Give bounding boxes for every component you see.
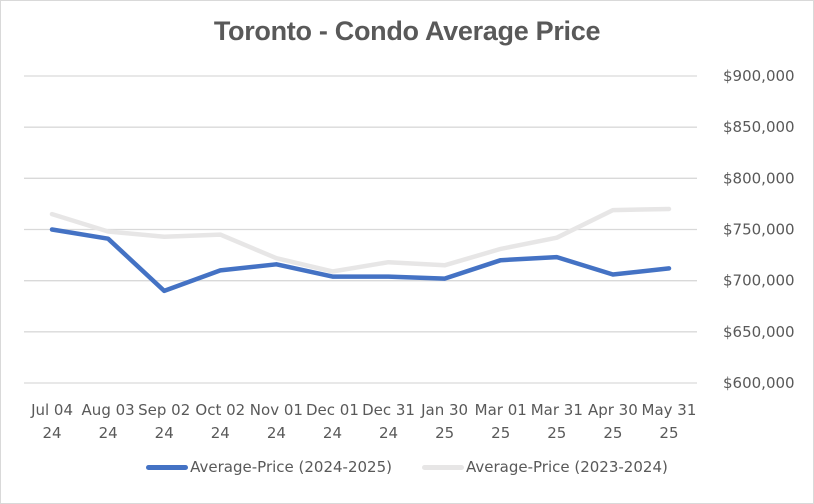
x-tick-label-year: 24 xyxy=(323,424,342,442)
y-tick-label: $700,000 xyxy=(723,272,795,290)
y-tick-label: $650,000 xyxy=(723,323,795,341)
x-tick-label-year: 24 xyxy=(211,424,230,442)
legend-item-2024-2025[interactable]: Average-Price (2024-2025) xyxy=(146,458,392,476)
x-tick-label-year: 25 xyxy=(603,424,622,442)
legend-swatch-2024-2025 xyxy=(146,464,189,470)
x-tick-label: Dec 01 xyxy=(306,401,359,419)
y-tick-label: $600,000 xyxy=(723,374,795,392)
x-tick-label-year: 25 xyxy=(659,424,678,442)
x-tick-label: Nov 01 xyxy=(250,401,303,419)
x-tick-label: Mar 31 xyxy=(531,401,583,419)
y-tick-label: $750,000 xyxy=(723,221,795,239)
series-lines xyxy=(49,206,672,294)
x-tick-label-year: 25 xyxy=(435,424,454,442)
x-tick-label: May 31 xyxy=(642,401,697,419)
x-tick-label-year: 24 xyxy=(155,424,174,442)
legend-label-2024-2025: Average-Price (2024-2025) xyxy=(190,458,392,476)
y-tick-label: $850,000 xyxy=(723,118,795,136)
x-tick-label: Sep 02 xyxy=(138,401,190,419)
x-tick-label: Dec 31 xyxy=(362,401,415,419)
x-tick-label-year: 24 xyxy=(379,424,398,442)
series-line-2023-2024 xyxy=(49,206,672,274)
y-tick-label: $900,000 xyxy=(723,67,795,85)
legend-label-2023-2024: Average-Price (2023-2024) xyxy=(466,458,668,476)
x-tick-label: Jan 30 xyxy=(420,401,468,419)
x-tick-label-year: 24 xyxy=(267,424,286,442)
y-tick-label: $800,000 xyxy=(723,169,795,187)
x-tick-label-year: 24 xyxy=(42,424,61,442)
x-tick-label: Aug 03 xyxy=(82,401,135,419)
y-axis-ticks: $600,000 $650,000 $700,000 $750,000 $800,000… xyxy=(723,67,795,392)
x-axis-ticks: Jul 04 24 Aug 03 24 Sep 02 24 Oct 02 24 Nov 01 24… xyxy=(30,401,696,442)
legend-item-2023-2024[interactable]: Average-Price (2023-2024) xyxy=(422,458,668,476)
chart-title: Toronto - Condo Average Price xyxy=(213,16,601,46)
x-tick-label: Oct 02 xyxy=(195,401,245,419)
x-tick-label: Jul 04 xyxy=(30,401,73,419)
x-tick-label-year: 24 xyxy=(99,424,118,442)
legend: Average-Price (2024-2025) Average-Price … xyxy=(0,458,814,476)
x-tick-label: Apr 30 xyxy=(588,401,638,419)
x-tick-label-year: 25 xyxy=(491,424,510,442)
gridlines xyxy=(24,75,697,384)
x-tick-label-year: 25 xyxy=(547,424,566,442)
legend-swatch-2023-2024 xyxy=(422,464,464,470)
series-line-2024-2025 xyxy=(49,227,672,294)
x-tick-label: Mar 01 xyxy=(475,401,527,419)
